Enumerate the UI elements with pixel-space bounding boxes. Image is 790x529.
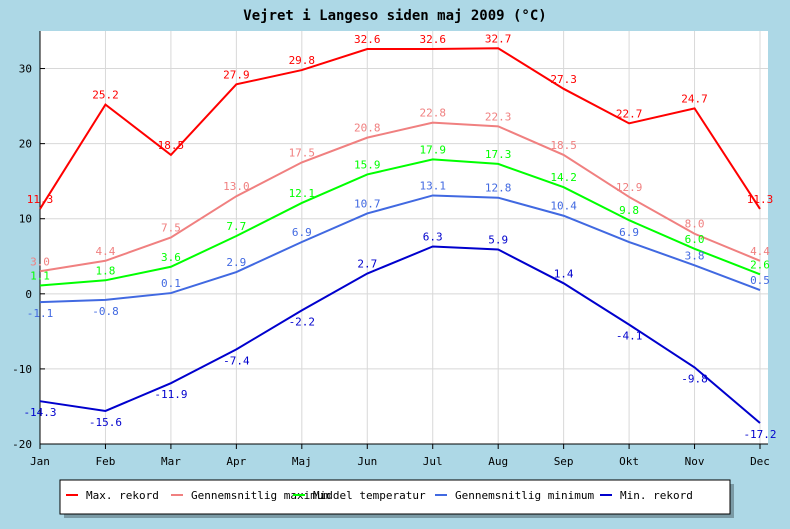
- x-tick-label: Aug: [488, 455, 508, 468]
- legend-label: Gennemsnitlig minimum: [455, 489, 594, 502]
- data-label: 2.9: [226, 256, 246, 269]
- chart-title: Vejret i Langeso siden maj 2009 (°C): [243, 8, 546, 24]
- data-label: 18.5: [550, 139, 577, 152]
- series-line: [39, 121, 761, 273]
- data-label: 10.4: [550, 200, 577, 213]
- data-label: 13.0: [223, 180, 250, 193]
- data-label: -4.1: [616, 330, 643, 343]
- data-label: 11.3: [27, 193, 54, 206]
- y-tick-label: 10: [19, 213, 32, 226]
- data-label: 20.8: [354, 122, 381, 135]
- data-label: 13.1: [419, 179, 446, 192]
- data-label: 1.4: [554, 267, 574, 280]
- data-label: 12.1: [289, 187, 316, 200]
- x-tick-label: Mar: [161, 455, 181, 468]
- data-label: 32.6: [354, 33, 381, 46]
- series-line: [39, 47, 761, 210]
- data-label: -2.2: [289, 315, 316, 328]
- data-label: 22.8: [419, 107, 446, 120]
- x-tick-label: Okt: [619, 455, 639, 468]
- data-label: 0.5: [750, 274, 770, 287]
- legend-label: Middel temperatur: [313, 489, 426, 502]
- y-tick-label: -10: [12, 363, 32, 376]
- data-label: 32.7: [485, 32, 512, 45]
- data-label: -1.1: [27, 307, 54, 320]
- legend-label: Min. rekord: [620, 489, 693, 502]
- data-label: -17.2: [743, 428, 776, 441]
- data-label: 5.9: [488, 234, 508, 247]
- data-label: 3.6: [161, 251, 181, 264]
- y-tick-label: 30: [19, 63, 32, 76]
- x-tick-label: Maj: [292, 455, 312, 468]
- data-label: -7.4: [223, 354, 250, 367]
- data-label: 9.8: [619, 204, 639, 217]
- data-label: 2.7: [357, 258, 377, 271]
- data-label: -0.8: [92, 305, 119, 318]
- data-label: 11.3: [747, 193, 774, 206]
- data-label: 12.8: [485, 182, 512, 195]
- data-label: 12.9: [616, 181, 643, 194]
- legend-label: Gennemsnitlig maximum: [191, 489, 330, 502]
- y-tick-label: 0: [25, 288, 32, 301]
- x-tick-label: Dec: [750, 455, 770, 468]
- data-label: 22.7: [616, 107, 643, 120]
- data-label: 1.8: [96, 264, 116, 277]
- data-label: 1.1: [30, 270, 50, 283]
- data-label: 32.6: [419, 33, 446, 46]
- x-tick-label: Jun: [357, 455, 377, 468]
- x-tick-label: Jul: [423, 455, 443, 468]
- y-tick-label: -20: [12, 438, 32, 451]
- data-label: 17.9: [419, 143, 446, 156]
- data-label: 10.7: [354, 197, 381, 210]
- data-label: 4.4: [96, 245, 116, 258]
- data-label: -11.9: [154, 388, 187, 401]
- data-label: -15.6: [89, 416, 122, 429]
- series-line: [39, 245, 761, 424]
- data-label: 8.0: [685, 218, 705, 231]
- data-label: 17.3: [485, 148, 512, 161]
- x-tick-label: Nov: [685, 455, 705, 468]
- x-tick-label: Jan: [30, 455, 50, 468]
- data-label: 15.9: [354, 158, 381, 171]
- data-label: 0.1: [161, 277, 181, 290]
- data-label: 18.5: [158, 139, 185, 152]
- y-tick-label: 20: [19, 138, 32, 151]
- data-label: 25.2: [92, 89, 119, 102]
- data-label: -14.3: [23, 406, 56, 419]
- data-label: 27.3: [550, 73, 577, 86]
- x-tick-label: Sep: [554, 455, 574, 468]
- plot-area: [40, 31, 768, 444]
- legend-label: Max. rekord: [86, 489, 159, 502]
- data-label: 14.2: [550, 171, 577, 184]
- data-label: 6.9: [619, 226, 639, 239]
- data-label: 6.3: [423, 231, 443, 244]
- data-label: 3.0: [30, 255, 50, 268]
- series-line: [39, 158, 761, 287]
- data-label: 27.9: [223, 68, 250, 81]
- data-label: 22.3: [485, 110, 512, 123]
- legend: [59, 479, 731, 515]
- data-label: 2.6: [750, 258, 770, 271]
- x-tick-label: Apr: [226, 455, 246, 468]
- data-label: 7.7: [226, 220, 246, 233]
- data-label: 4.4: [750, 245, 770, 258]
- data-label: 6.0: [685, 233, 705, 246]
- data-label: -9.8: [681, 372, 708, 385]
- data-label: 7.5: [161, 222, 181, 235]
- data-label: 3.8: [685, 249, 705, 262]
- series-line: [39, 194, 761, 304]
- data-label: 24.7: [681, 92, 708, 105]
- data-label: 17.5: [289, 146, 316, 159]
- data-label: 6.9: [292, 226, 312, 239]
- x-tick-label: Feb: [96, 455, 116, 468]
- data-label: 29.8: [289, 54, 316, 67]
